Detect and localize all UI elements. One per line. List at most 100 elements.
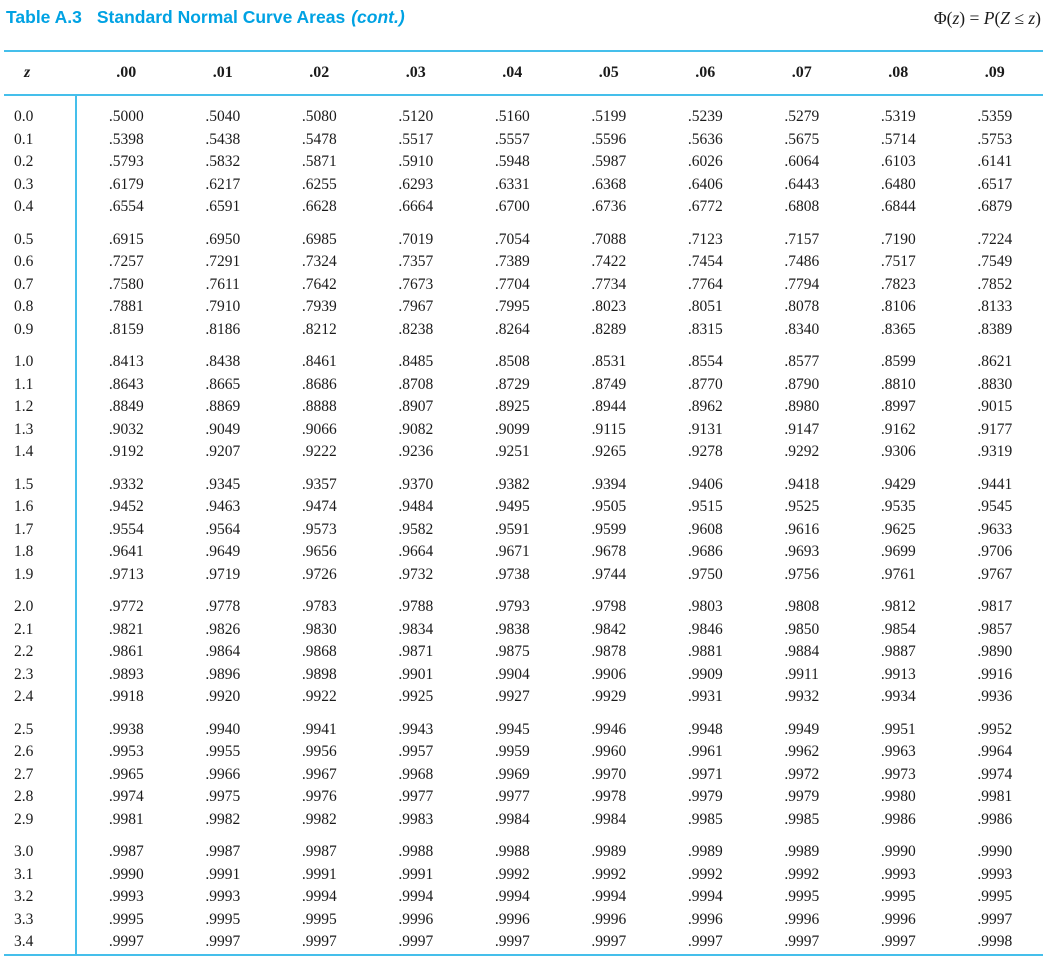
phi-value-cell: .8133 — [977, 298, 1013, 316]
phi-value-cell: .9834 — [398, 620, 434, 638]
phi-value-cell: .9278 — [687, 443, 723, 461]
phi-value-cell: .9996 — [687, 910, 723, 928]
table-row: 3.3 .9995 .9995 .9995 .9996 .9996 .9996 .9996 .9… — [4, 909, 1043, 932]
table-row: 3.1 .9990 .9991 .9991 .9991 .9992 .9992 .9992 .9… — [4, 864, 1043, 887]
phi-value-cell: .9960 — [591, 743, 627, 761]
phi-value-cell: .9319 — [977, 443, 1013, 461]
column-header: .08 — [850, 51, 947, 96]
column-header: .07 — [753, 51, 850, 96]
phi-value-cell: .9987 — [301, 843, 337, 861]
phi-value-cell: .9985 — [687, 810, 723, 828]
phi-value-cell: .9997 — [687, 933, 723, 951]
phi-value-cell: .9995 — [784, 888, 820, 906]
z-value: 2.9 — [14, 810, 34, 828]
phi-value-cell: .6331 — [494, 175, 530, 193]
column-header: .04 — [464, 51, 561, 96]
z-value: 2.7 — [14, 765, 34, 783]
phi-value-cell: .9909 — [687, 665, 723, 683]
phi-value-cell: .9994 — [301, 888, 337, 906]
phi-value-cell: .9772 — [108, 598, 144, 616]
phi-value-cell: .9994 — [687, 888, 723, 906]
phi-value-cell: .9678 — [591, 543, 627, 561]
phi-value-cell: .9977 — [494, 788, 530, 806]
phi-value-cell: .9761 — [880, 565, 916, 583]
phi-value-cell: .9162 — [880, 420, 916, 438]
phi-value-cell: .9946 — [591, 720, 627, 738]
phi-value-cell: .9582 — [398, 520, 434, 538]
phi-value-cell: .9345 — [205, 475, 241, 493]
phi-value-cell: .7823 — [880, 275, 916, 293]
row-block: 1.0 .8413 .8438 .8461 .8485 .8508 .8531 .8554 .8… — [4, 341, 1043, 464]
formula-part: ≤ — [1010, 8, 1029, 28]
phi-value-cell: .7881 — [108, 298, 144, 316]
phi-value-cell: .8980 — [784, 398, 820, 416]
phi-value-cell: .6736 — [591, 198, 627, 216]
phi-value-cell: .9767 — [977, 565, 1013, 583]
phi-value-cell: .7088 — [591, 230, 627, 248]
z-value: 2.0 — [14, 598, 34, 616]
phi-value-cell: .9978 — [591, 788, 627, 806]
phi-value-cell: .8997 — [880, 398, 916, 416]
table-row: 3.4 .9997 .9997 .9997 .9997 .9997 .9997 .9997 .9… — [4, 931, 1043, 955]
phi-value-cell: .9904 — [494, 665, 530, 683]
phi-value-cell: .9996 — [494, 910, 530, 928]
phi-value-cell: .8212 — [301, 320, 337, 338]
phi-value-cell: .8186 — [205, 320, 241, 338]
phi-value-cell: .6591 — [205, 198, 241, 216]
phi-value-cell: .8888 — [301, 398, 337, 416]
phi-value-cell: .9738 — [494, 565, 530, 583]
table-row: 2.0 .9772 .9778 .9783 .9788 .9793 .9798 .9803 .9… — [4, 586, 1043, 619]
phi-value-cell: .7549 — [977, 253, 1013, 271]
phi-value-cell: .6772 — [687, 198, 723, 216]
phi-value-cell: .8023 — [591, 298, 627, 316]
phi-value-cell: .8413 — [108, 353, 144, 371]
phi-value-cell: .9985 — [784, 810, 820, 828]
phi-value-cell: .7995 — [494, 298, 530, 316]
table-row: 2.8 .9974 .9975 .9976 .9977 .9977 .9978 .9979 .9… — [4, 786, 1043, 809]
phi-value-cell: .9955 — [205, 743, 241, 761]
phi-value-cell: .5398 — [108, 130, 144, 148]
phi-value-cell: .6915 — [108, 230, 144, 248]
phi-value-cell: .9993 — [977, 865, 1013, 883]
column-header: .06 — [657, 51, 754, 96]
formula-part: Φ( — [933, 8, 953, 28]
table-row: 1.3 .9032 .9049 .9066 .9082 .9099 .9115 .9131 .9… — [4, 419, 1043, 442]
z-value: 0.3 — [14, 175, 34, 193]
phi-value-cell: .9988 — [398, 843, 434, 861]
column-header-row: z .00.01.02.03.04.05.06.07.08.09 — [4, 51, 1043, 96]
phi-value-cell: .5199 — [591, 108, 627, 126]
phi-value-cell: .9983 — [398, 810, 434, 828]
table-row: 0.3 .6179 .6217 .6255 .6293 .6331 .6368 .6406 .6… — [4, 174, 1043, 197]
phi-value-cell: .9357 — [301, 475, 337, 493]
z-column-header: z — [4, 51, 78, 96]
phi-value-cell: .6293 — [398, 175, 434, 193]
formula-part: Z — [1000, 8, 1010, 28]
phi-value-cell: .9938 — [108, 720, 144, 738]
phi-value-cell: .9719 — [205, 565, 241, 583]
phi-value-cell: .7357 — [398, 253, 434, 271]
phi-value-cell: .9131 — [687, 420, 723, 438]
phi-value-cell: .9798 — [591, 598, 627, 616]
phi-value-cell: .9732 — [398, 565, 434, 583]
z-value: 0.9 — [14, 320, 34, 338]
phi-value-cell: .6517 — [977, 175, 1013, 193]
phi-value-cell: .7580 — [108, 275, 144, 293]
phi-value-cell: .9997 — [301, 933, 337, 951]
phi-value-cell: .7642 — [301, 275, 337, 293]
phi-value-cell: .6064 — [784, 153, 820, 171]
table-row: 0.6 .7257 .7291 .7324 .7357 .7389 .7422 .7454 .7… — [4, 251, 1043, 274]
phi-value-cell: .9370 — [398, 475, 434, 493]
phi-value-cell: .9972 — [784, 765, 820, 783]
phi-value-cell: .9948 — [687, 720, 723, 738]
phi-value-cell: .9641 — [108, 543, 144, 561]
phi-value-cell: .9857 — [977, 620, 1013, 638]
phi-value-cell: .9875 — [494, 643, 530, 661]
phi-value-cell: .8508 — [494, 353, 530, 371]
phi-value-cell: .9177 — [977, 420, 1013, 438]
phi-value-cell: .9998 — [977, 933, 1013, 951]
phi-value-cell: .9992 — [784, 865, 820, 883]
column-header: .01 — [174, 51, 271, 96]
phi-value-cell: .9871 — [398, 643, 434, 661]
phi-value-cell: .7123 — [687, 230, 723, 248]
phi-value-cell: .9964 — [977, 743, 1013, 761]
